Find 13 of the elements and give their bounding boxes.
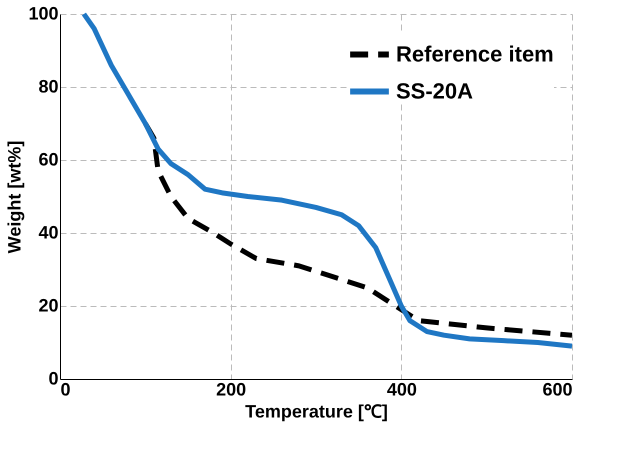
y-tick-label: 80 (38, 76, 58, 96)
y-tick-label: 100 (28, 4, 58, 24)
y-axis-title: Weight [wt%] (4, 140, 24, 254)
y-tick-label: 20 (38, 296, 58, 316)
x-tick-label: 400 (386, 380, 417, 400)
x-tick-label: 200 (216, 380, 246, 400)
x-tick-label: 0 (60, 380, 71, 400)
x-axis-title: Temperature [℃] (245, 402, 388, 422)
legend-label: SS-20A (396, 78, 474, 104)
x-tick-label: 600 (542, 380, 572, 400)
legend-label: Reference item (396, 42, 554, 66)
y-tick-label: 60 (38, 150, 58, 170)
y-tick-label: 40 (38, 222, 58, 242)
